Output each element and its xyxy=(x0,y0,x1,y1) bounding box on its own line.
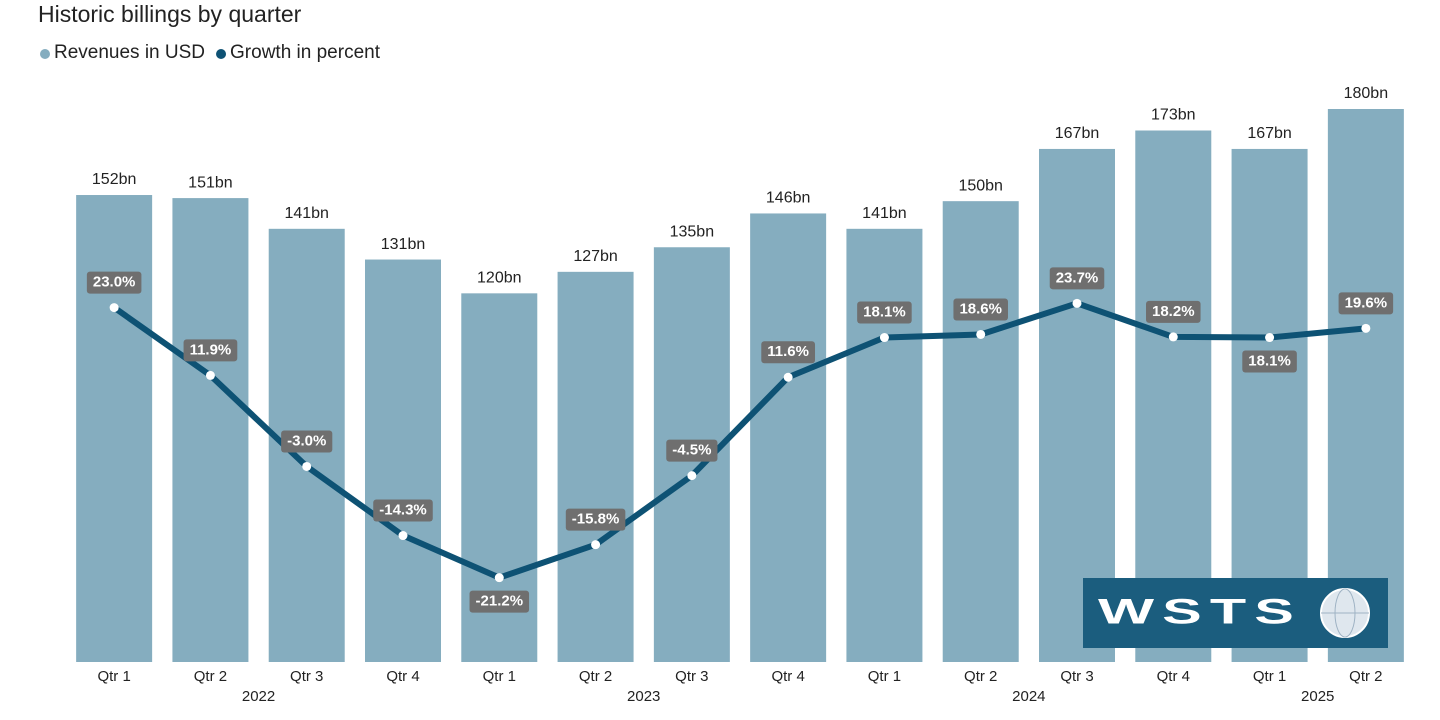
x-tick-label: Qtr 1 xyxy=(1253,668,1286,685)
bar xyxy=(557,271,634,662)
growth-point xyxy=(687,471,697,481)
bar-value-label: 173bn xyxy=(1151,107,1196,124)
legend-label: Revenues in USD xyxy=(54,42,205,63)
x-tick-label: Qtr 2 xyxy=(1349,668,1382,685)
x-tick-label: Qtr 2 xyxy=(579,668,612,685)
growth-value-label: 23.7% xyxy=(1056,269,1099,286)
bar-value-label: 151bn xyxy=(188,174,233,191)
growth-point xyxy=(879,333,889,343)
bar-value-label: 127bn xyxy=(573,248,618,265)
growth-label-box xyxy=(86,271,142,294)
bars: 152bn 151bn 141bn 131bn 120bn 127bn 135bn 146bn… xyxy=(76,85,1404,663)
growth-value-label: -3.0% xyxy=(287,432,326,449)
bar xyxy=(750,213,827,662)
legend: Revenues in USD Growth in percent xyxy=(40,42,381,63)
bar-value-label: 150bn xyxy=(958,177,1003,194)
x-tick-label: Qtr 1 xyxy=(483,668,516,685)
x-group-label: 2023 xyxy=(627,688,660,705)
growth-value-label: 11.6% xyxy=(767,343,809,360)
bar-value-label: 135bn xyxy=(670,223,715,240)
x-group-label: 2025 xyxy=(1301,688,1334,705)
growth-label-box xyxy=(953,298,1008,321)
x-tick-label: Qtr 3 xyxy=(675,668,708,685)
growth-point xyxy=(1265,333,1275,343)
bar xyxy=(76,195,153,662)
bar xyxy=(1231,148,1308,662)
x-tick-label: Qtr 1 xyxy=(97,668,130,685)
x-axis: Qtr 1 Qtr 2 Qtr 3 Qtr 4 Qtr 1 Qtr 2 Qtr 3 Qtr 4… xyxy=(97,668,1382,705)
growth-point xyxy=(1168,332,1178,342)
x-tick-label: Qtr 4 xyxy=(771,668,804,685)
bar-value-label: 120bn xyxy=(477,270,522,287)
growth-label-box xyxy=(1242,350,1297,373)
legend-marker xyxy=(216,49,227,59)
bar-value-label: 180bn xyxy=(1344,85,1389,102)
growth-value-label: -21.2% xyxy=(476,593,524,610)
legend-label: Growth in percent xyxy=(230,42,381,63)
growth-label-box xyxy=(666,439,718,462)
bar xyxy=(1039,148,1115,662)
bar xyxy=(846,228,923,663)
growth-point xyxy=(494,573,504,583)
bar-value-label: 167bn xyxy=(1055,125,1100,142)
growth-point xyxy=(976,329,986,339)
growth-value-label: 19.6% xyxy=(1345,294,1388,311)
x-tick-label: Qtr 4 xyxy=(1157,668,1190,685)
bar-value-label: 131bn xyxy=(381,236,426,253)
bar-value-label: 146bn xyxy=(766,190,811,207)
growth-label-box xyxy=(761,341,816,364)
x-tick-label: Qtr 3 xyxy=(1060,668,1093,685)
growth-point xyxy=(302,461,312,471)
growth-label-box xyxy=(373,499,433,522)
bar xyxy=(1135,130,1212,662)
growth-point xyxy=(783,372,793,382)
x-tick-label: Qtr 4 xyxy=(386,668,419,685)
growth-value-label: 11.9% xyxy=(190,341,232,358)
growth-value-label: 18.1% xyxy=(863,304,906,321)
growth-label-box xyxy=(1049,267,1105,290)
growth-value-label: -4.5% xyxy=(672,442,711,459)
growth-label-box xyxy=(1338,292,1394,315)
growth-label-box xyxy=(469,590,530,613)
chart-title: Historic billings by quarter xyxy=(38,1,302,27)
growth-line xyxy=(112,300,1367,581)
x-tick-label: Qtr 2 xyxy=(964,668,997,685)
bar-value-label: 152bn xyxy=(92,171,137,188)
growth-value-label: 18.2% xyxy=(1152,303,1195,320)
growth-point xyxy=(1361,323,1371,333)
x-tick-label: Qtr 1 xyxy=(868,668,901,685)
bar-value-label: 141bn xyxy=(284,205,329,222)
line-layer: 23.0% 11.9% -3.0% -14.3% -21.2% -15.8% -4.5% 11… xyxy=(86,267,1394,613)
growth-value-label: 23.0% xyxy=(93,274,136,291)
growth-label-box xyxy=(565,508,626,531)
growth-label-box xyxy=(281,430,333,453)
growth-point xyxy=(398,531,408,541)
growth-label-box xyxy=(857,301,912,324)
growth-point xyxy=(591,540,601,550)
growth-value-label: 18.1% xyxy=(1248,353,1291,370)
legend-marker xyxy=(40,49,50,59)
growth-value-label: 18.6% xyxy=(959,300,1002,317)
bar xyxy=(942,201,1019,662)
logo-text: WSTS xyxy=(1098,592,1302,631)
bar xyxy=(1327,109,1404,662)
growth-label-box xyxy=(1146,300,1201,323)
bar xyxy=(172,198,249,662)
bar-value-label: 141bn xyxy=(862,205,907,222)
x-group-label: 2022 xyxy=(242,688,275,705)
x-tick-label: Qtr 3 xyxy=(290,668,323,685)
growth-value-label: -15.8% xyxy=(572,511,620,528)
x-tick-label: Qtr 2 xyxy=(194,668,227,685)
x-group-label: 2024 xyxy=(1012,688,1045,705)
growth-label-box xyxy=(183,339,238,362)
growth-point xyxy=(109,303,119,313)
growth-point xyxy=(205,370,215,380)
bar-value-label: 167bn xyxy=(1247,125,1292,142)
growth-value-label: -14.3% xyxy=(379,501,427,518)
growth-point xyxy=(1072,298,1082,308)
bar xyxy=(365,259,441,662)
logo: WSTS xyxy=(1083,578,1388,648)
